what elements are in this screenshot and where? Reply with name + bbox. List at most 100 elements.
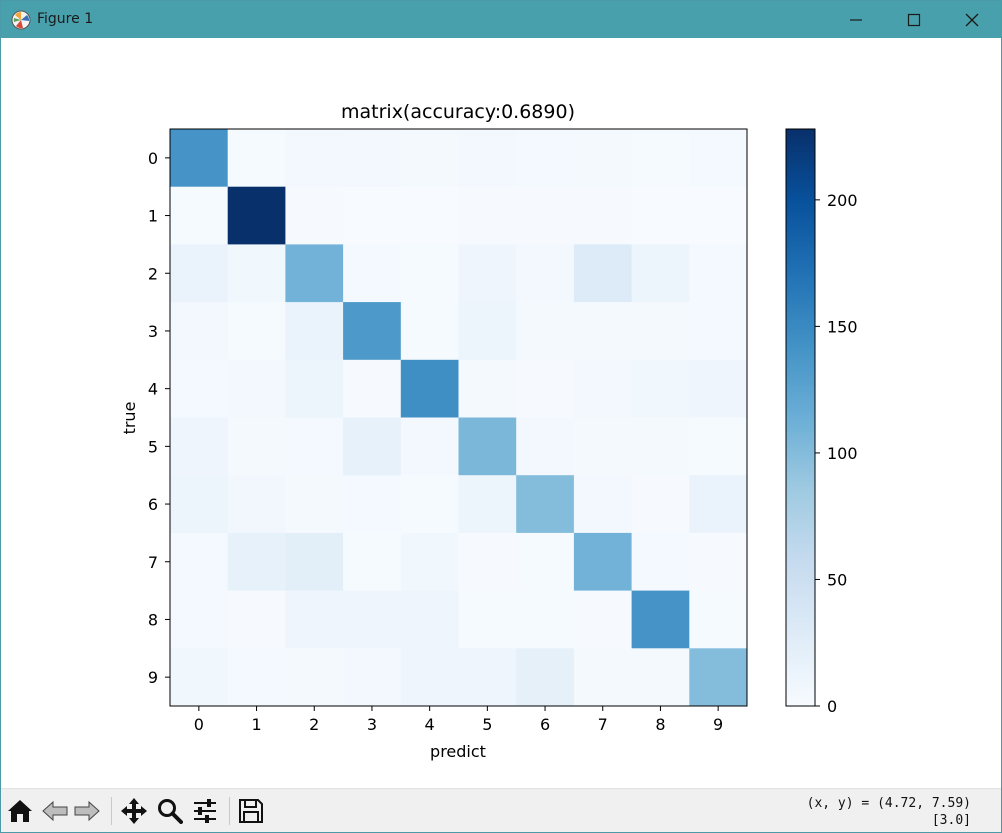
y-tick-label: 8 <box>148 610 158 629</box>
heatmap-cell <box>170 532 229 592</box>
heatmap-cell <box>689 359 748 418</box>
heatmap-cell <box>170 129 229 188</box>
home-icon <box>8 800 32 822</box>
heatmap-cell <box>689 475 748 534</box>
x-tick-label: 2 <box>309 715 319 734</box>
figure-canvas[interactable]: matrix(accuracy:0.6890) 0 1 2 3 4 5 6 7 8 9 0 1 2 3 4… <box>1 38 1001 788</box>
heatmap-cell <box>631 532 690 592</box>
heatmap-cell <box>285 186 344 245</box>
heatmap-cell <box>689 648 748 707</box>
x-tick-label: 5 <box>482 715 492 734</box>
zoom-button[interactable] <box>154 795 186 827</box>
heatmap-cell <box>400 648 459 707</box>
heatmap-cell <box>458 359 517 418</box>
y-tick-label: 1 <box>148 207 158 226</box>
heatmap-cell <box>573 532 633 592</box>
heatmap-cell <box>516 359 575 418</box>
forward-button[interactable] <box>71 795 103 827</box>
heatmap-cell <box>343 359 402 418</box>
heatmap-cell <box>458 186 517 245</box>
back-arrow-icon <box>42 800 68 822</box>
cursor-coordinates: (x, y) = (4.72, 7.59) [3.0] <box>807 795 971 829</box>
heatmap-cell <box>631 359 690 418</box>
maximize-button[interactable] <box>885 1 943 38</box>
heatmap-cell <box>573 475 633 534</box>
heatmap-cell <box>170 417 229 476</box>
heatmap-cell <box>227 475 286 534</box>
chart-title: matrix(accuracy:0.6890) <box>341 101 575 123</box>
confusion-matrix-chart: matrix(accuracy:0.6890) 0 1 2 3 4 5 6 7 8 9 0 1 2 3 4… <box>120 101 858 761</box>
x-tick-label: 0 <box>194 715 204 734</box>
heatmap-cell <box>400 532 459 592</box>
heatmap-cell <box>227 648 286 707</box>
heatmap-cell <box>458 302 517 361</box>
home-button[interactable] <box>4 795 36 827</box>
forward-arrow-icon <box>74 800 100 822</box>
y-tick-label: 3 <box>148 322 158 341</box>
heatmap-cell <box>458 475 517 534</box>
heatmap-cell <box>170 186 229 245</box>
y-tick-label: 4 <box>148 380 158 399</box>
heatmap-cell <box>343 186 402 245</box>
magnifier-icon <box>158 799 183 824</box>
heatmap-cell <box>458 648 517 707</box>
heatmap-cell <box>516 590 575 649</box>
heatmap-cell <box>343 475 402 534</box>
title-bar[interactable]: Figure 1 <box>1 1 1001 38</box>
y-tick-label: 7 <box>148 553 158 572</box>
heatmap-cell <box>573 648 633 707</box>
heatmap-cell <box>689 244 748 303</box>
minimize-button[interactable] <box>827 1 885 38</box>
heatmap-cell <box>516 475 575 534</box>
close-button[interactable] <box>943 1 1001 38</box>
configure-subplots-button[interactable] <box>189 795 221 827</box>
pan-button[interactable] <box>118 795 150 827</box>
minimize-icon <box>850 18 862 21</box>
heatmap-cell <box>631 186 690 245</box>
x-tick-label: 6 <box>540 715 550 734</box>
heatmap-cell <box>631 129 690 188</box>
heatmap-cell <box>285 129 344 188</box>
heatmap-cell <box>285 244 344 303</box>
heatmap-cell <box>573 359 633 418</box>
y-tick-label: 2 <box>148 264 158 283</box>
x-tick-label: 7 <box>598 715 608 734</box>
heatmap-cell <box>631 244 690 303</box>
plot-frame <box>169 128 748 707</box>
heatmap-cell <box>285 590 344 649</box>
heatmap-cell <box>516 129 575 188</box>
heatmap-cell <box>227 417 286 476</box>
window-title: Figure 1 <box>37 11 94 27</box>
heatmap-cell <box>343 302 402 361</box>
back-button[interactable] <box>39 795 71 827</box>
heatmap-cell <box>631 302 690 361</box>
colorbar-tick-label: 200 <box>827 191 858 210</box>
heatmap-cell <box>343 417 402 476</box>
colorbar-tick-label: 150 <box>827 317 858 336</box>
heatmap-cell <box>227 186 286 245</box>
colorbar-tick-label: 50 <box>827 570 847 589</box>
x-tick-label: 8 <box>655 715 665 734</box>
heatmap-cell <box>227 532 286 592</box>
heatmap-cell <box>285 417 344 476</box>
coords-line-1: (x, y) = (4.72, 7.59) <box>806 796 971 811</box>
heatmap-cell <box>170 590 229 649</box>
heatmap-cell <box>689 186 748 245</box>
heatmap-cell <box>573 417 633 476</box>
y-tick-label: 5 <box>148 437 158 456</box>
heatmap-cell <box>285 302 344 361</box>
save-button[interactable] <box>235 795 267 827</box>
heatmap-cell <box>343 129 402 188</box>
y-tick-label: 0 <box>148 149 158 168</box>
x-tick-label: 9 <box>713 715 723 734</box>
y-tick-label: 9 <box>148 668 158 687</box>
heatmap-cell <box>516 532 575 592</box>
heatmap-cell <box>343 244 402 303</box>
heatmap-cell <box>400 186 459 245</box>
heatmap-cell <box>516 417 575 476</box>
heatmap-cell <box>285 532 344 592</box>
heatmap-cell <box>170 359 229 418</box>
heatmap-cell <box>458 532 517 592</box>
heatmap-cell <box>516 648 575 707</box>
